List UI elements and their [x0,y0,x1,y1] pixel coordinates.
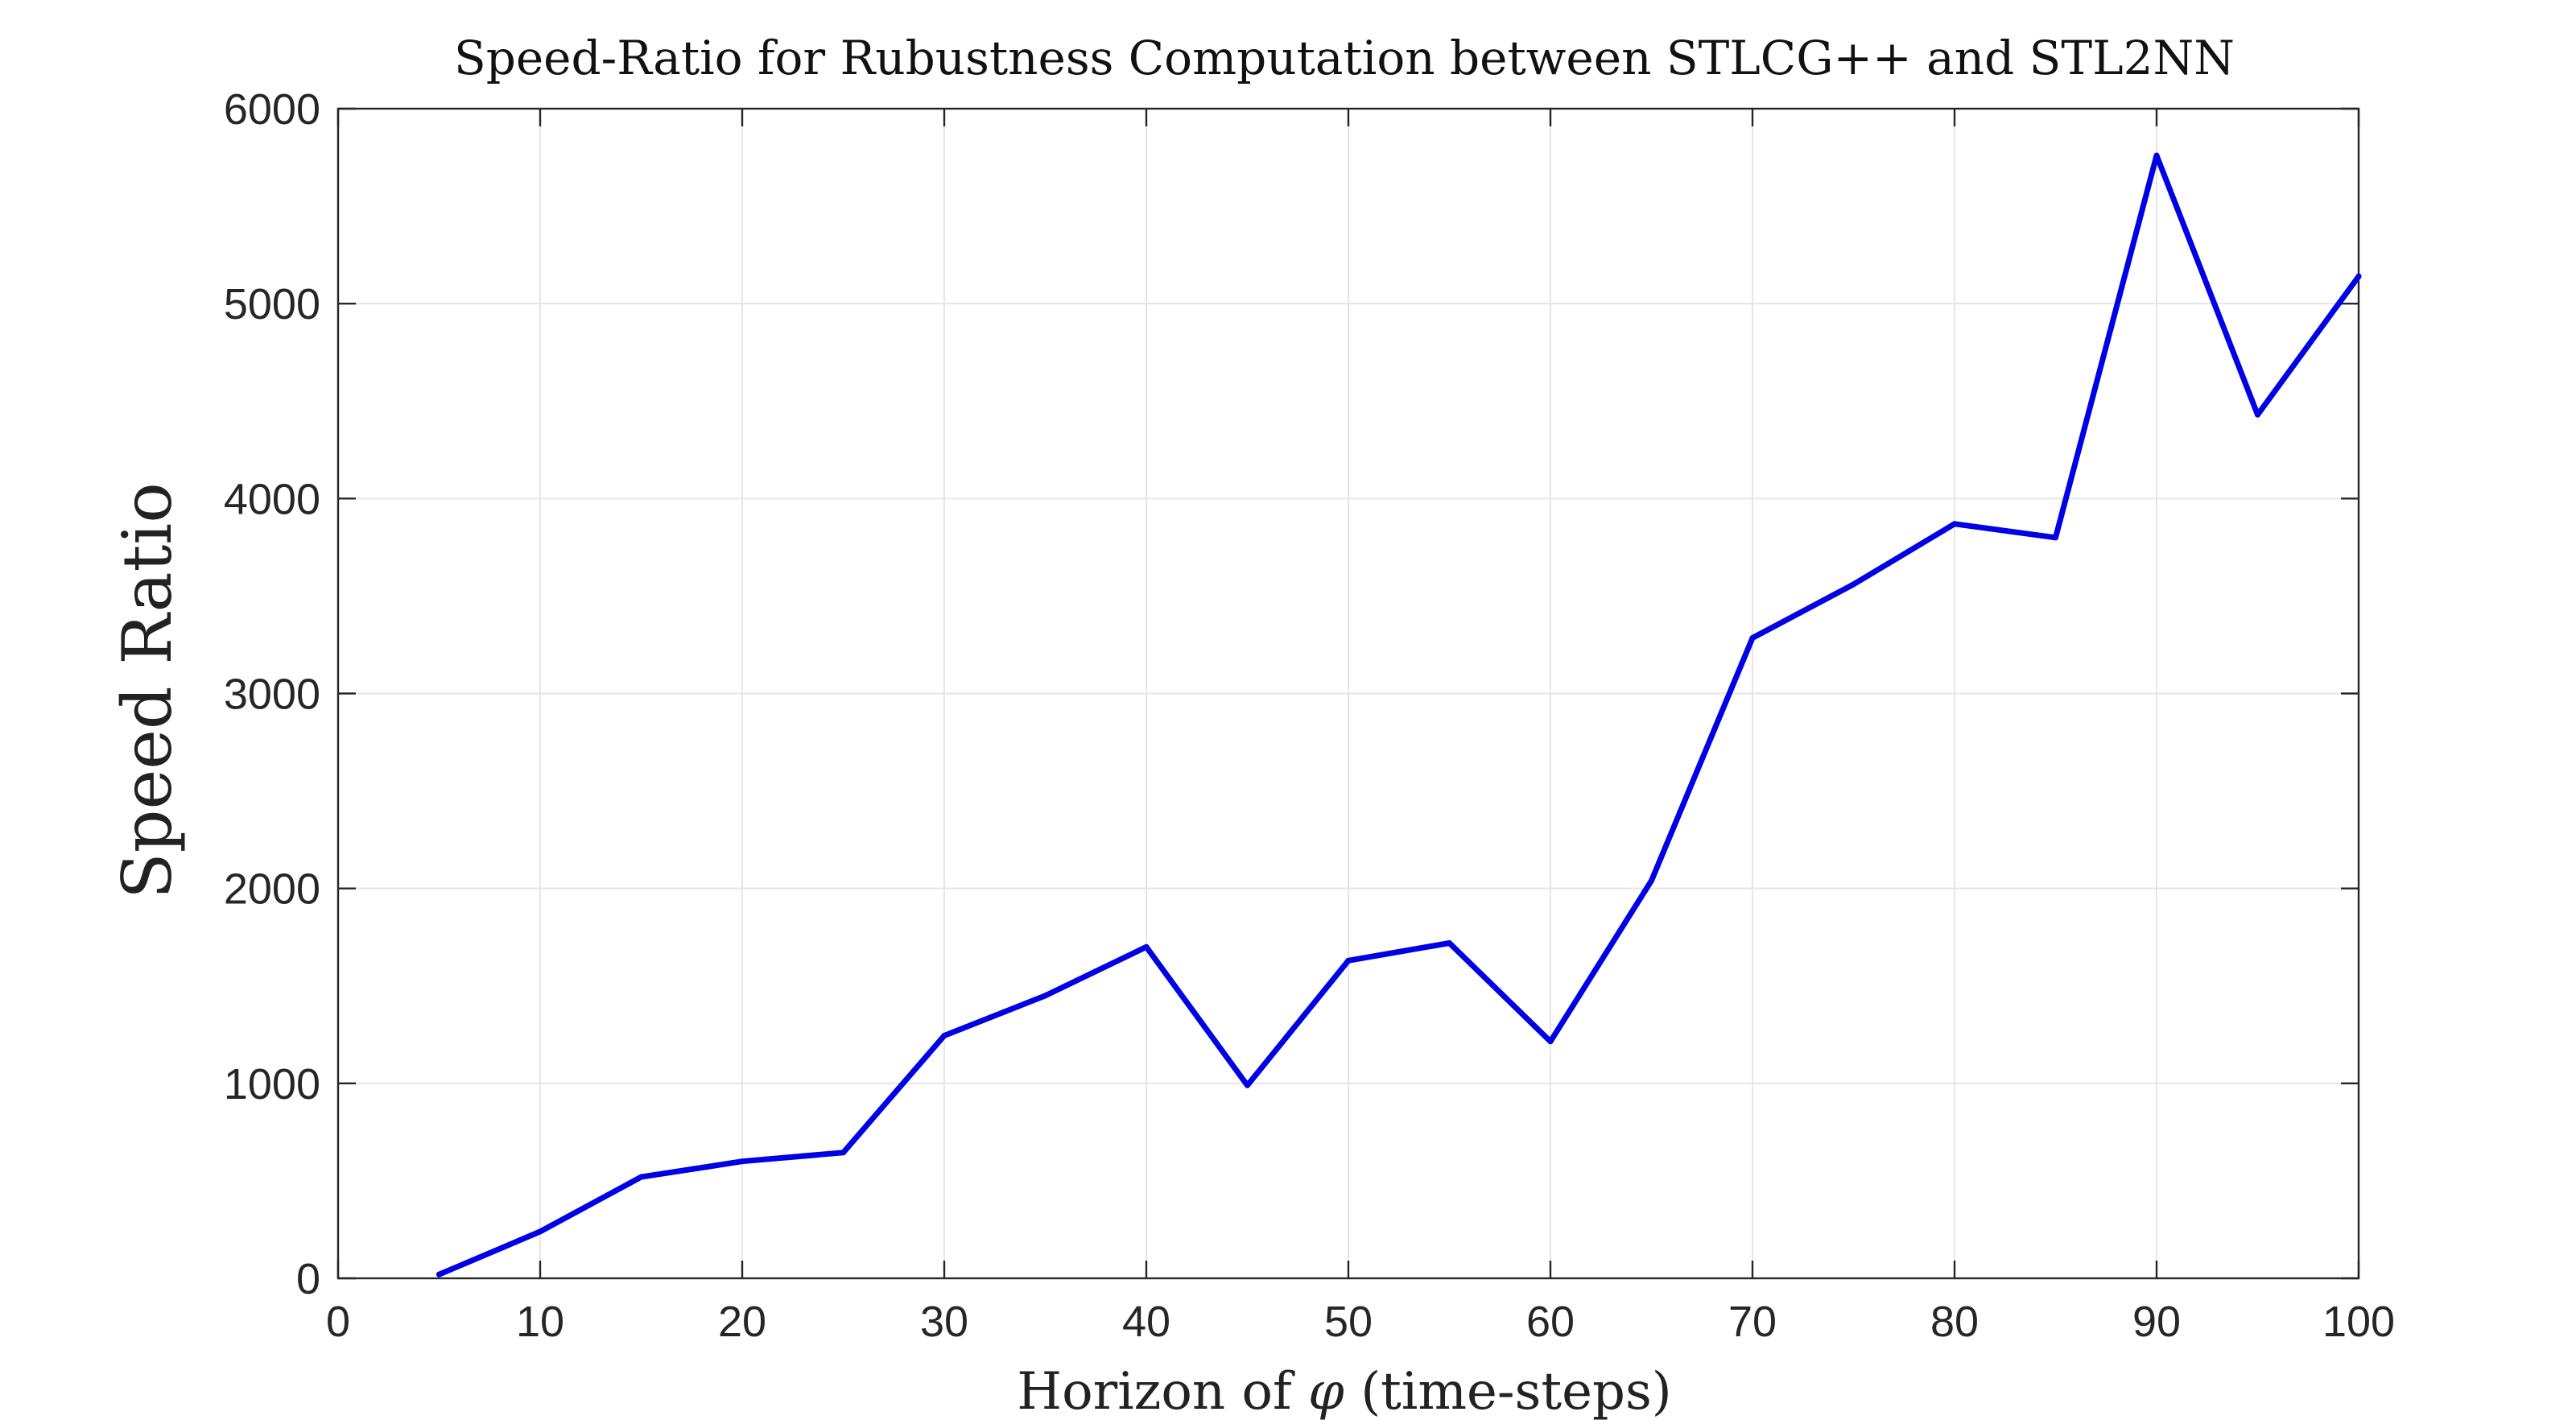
x-tick-label: 90 [2132,1298,2181,1346]
data-point [739,1158,745,1165]
x-tick-label: 70 [1728,1298,1777,1346]
grid [338,109,2359,1278]
y-axis-label: Speed Ratio [108,482,187,899]
data-point [1951,521,1958,527]
y-tick-label: 2000 [224,865,320,914]
data-point [1749,634,1756,641]
data-point [436,1271,442,1278]
data-point [941,1033,947,1039]
data-point [1345,957,1352,964]
x-tick-label: 0 [326,1298,350,1346]
x-tick-label: 60 [1526,1298,1575,1346]
tick-labels: 0 10 20 30 40 50 60 70 80 90 100010002000300040005… [224,85,2395,1346]
x-tick-label: 50 [1324,1298,1373,1346]
x-axis-label-prefix: Horizon of [1017,1362,1308,1420]
y-tick-label: 5000 [224,280,320,328]
axis-ticks [336,107,2360,1280]
x-tick-label: 30 [920,1298,968,1346]
x-axis-label-suffix: (time-steps) [1344,1362,1672,1420]
y-tick-label: 4000 [224,475,320,523]
data-point [2153,152,2160,159]
data-point [537,1228,543,1235]
data-point [1547,1038,1554,1045]
data-point [2355,273,2362,279]
x-tick-label: 100 [2322,1298,2395,1346]
y-tick-label: 3000 [224,671,320,719]
data-point [1649,877,1654,884]
data-point [2053,535,2058,541]
x-tick-label: 80 [1930,1298,1979,1346]
data-point [1851,581,1856,588]
series-line [436,152,2362,1278]
x-tick-label: 10 [516,1298,564,1346]
data-point [2255,411,2260,418]
data-point [1447,939,1452,946]
x-tick-label: 20 [718,1298,766,1346]
series-layer [436,152,2362,1278]
x-axis-label-symbol: φ [1308,1362,1344,1420]
data-point [1143,943,1150,950]
data-point [840,1150,846,1156]
y-tick-label: 0 [296,1255,320,1303]
chart-title: Speed-Ratio for Rubustness Computation b… [454,31,2235,85]
y-tick-label: 6000 [224,85,320,134]
x-tick-label: 40 [1122,1298,1170,1346]
data-point [638,1174,644,1180]
data-point [1245,1082,1250,1088]
x-axis-label: Horizon of φ (time-steps) [1017,1362,1672,1420]
data-point [1042,993,1048,999]
y-tick-label: 1000 [224,1060,320,1108]
